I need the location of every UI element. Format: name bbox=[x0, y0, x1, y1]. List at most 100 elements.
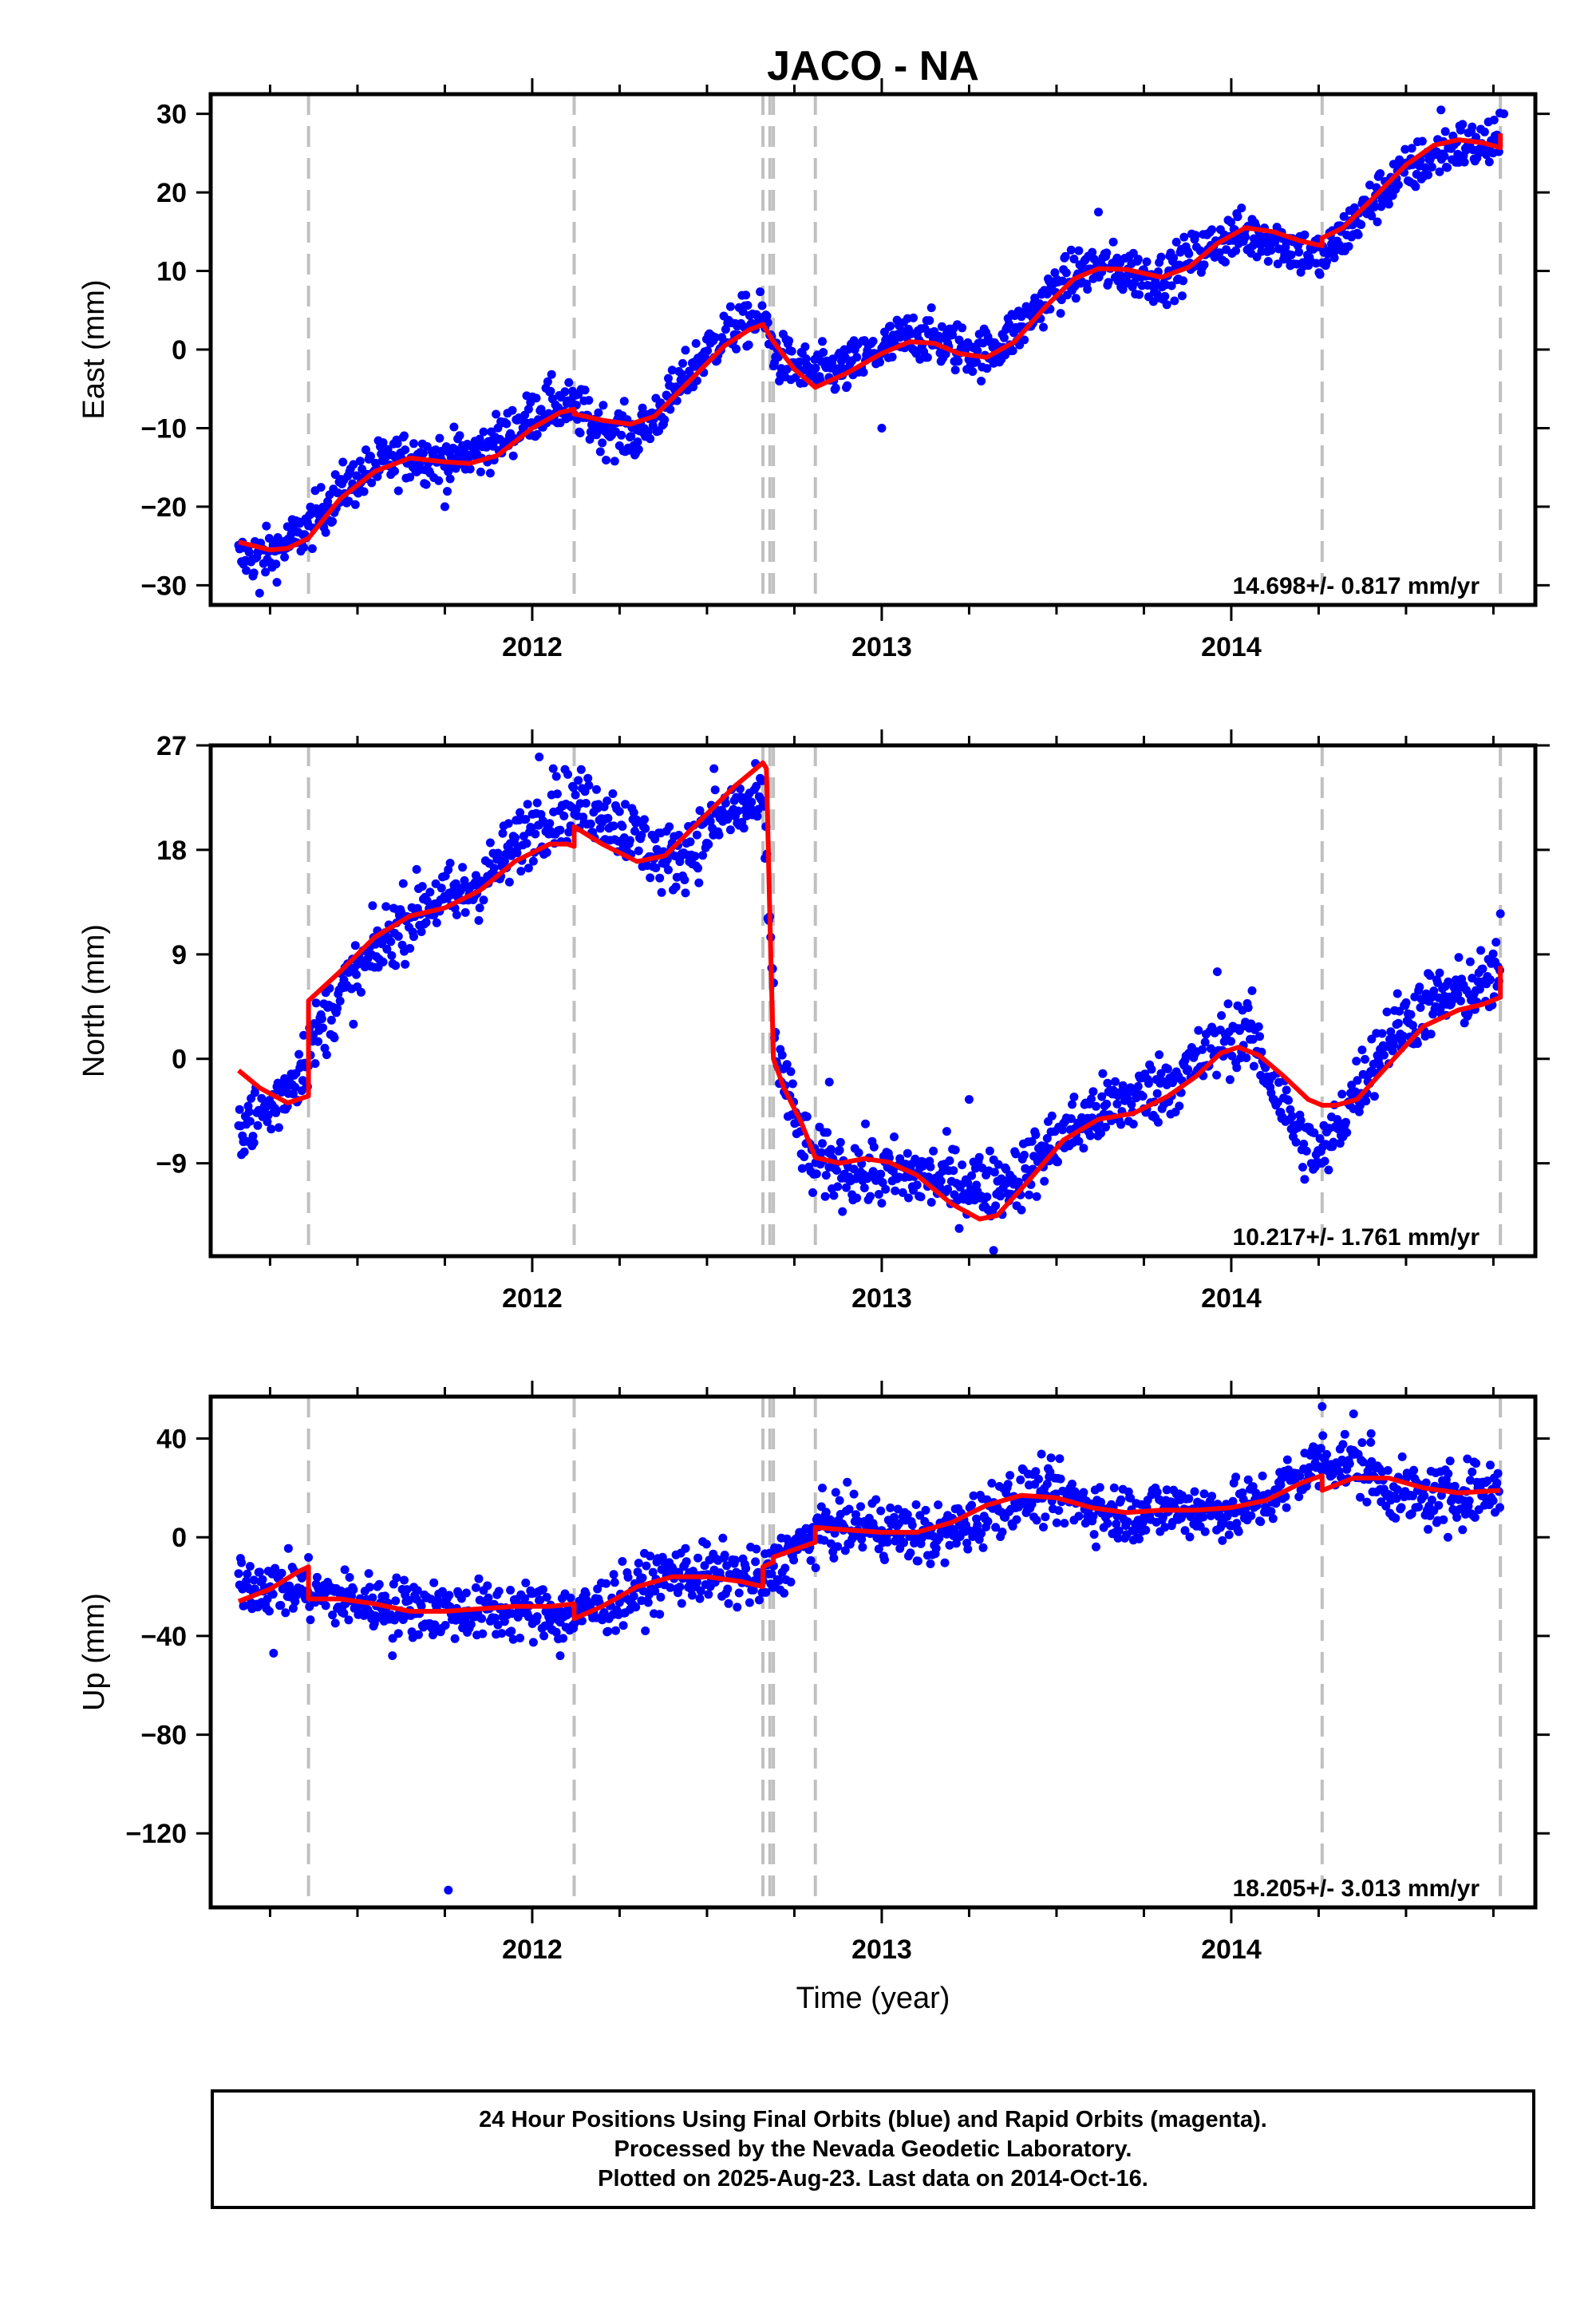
outlier-point bbox=[388, 1651, 397, 1661]
data-point bbox=[355, 456, 365, 466]
data-point bbox=[1032, 1192, 1041, 1201]
data-point bbox=[788, 1079, 797, 1089]
data-point bbox=[950, 1527, 959, 1536]
data-point bbox=[1379, 1050, 1389, 1060]
data-point bbox=[1453, 990, 1463, 999]
data-point bbox=[1060, 1519, 1069, 1528]
data-point bbox=[1088, 247, 1097, 257]
data-point bbox=[414, 1630, 423, 1639]
data-point bbox=[1495, 1503, 1504, 1512]
data-point bbox=[821, 1171, 831, 1180]
data-point bbox=[1020, 335, 1029, 345]
data-point bbox=[1254, 1022, 1263, 1031]
data-point bbox=[1141, 1525, 1151, 1535]
data-point bbox=[998, 1528, 1007, 1537]
data-point bbox=[1247, 986, 1257, 995]
data-point bbox=[271, 559, 281, 569]
x-tick-label: 2014 bbox=[1201, 1935, 1262, 1965]
data-point bbox=[698, 851, 708, 860]
rate-text: 10.217+/- 1.761 mm/yr bbox=[1233, 1224, 1480, 1251]
data-point bbox=[722, 1561, 732, 1571]
data-point bbox=[1472, 1459, 1481, 1468]
data-point bbox=[452, 910, 461, 919]
data-point bbox=[1365, 180, 1374, 190]
data-point bbox=[982, 364, 992, 373]
data-point bbox=[921, 1505, 930, 1515]
data-point bbox=[1435, 968, 1444, 978]
data-point bbox=[721, 798, 730, 808]
data-point bbox=[563, 769, 573, 779]
data-point bbox=[1199, 260, 1209, 270]
data-point bbox=[1057, 295, 1066, 305]
data-point bbox=[895, 1154, 905, 1164]
data-point bbox=[594, 408, 603, 417]
data-point bbox=[666, 1583, 675, 1592]
data-point bbox=[460, 875, 469, 885]
data-point bbox=[1004, 319, 1013, 329]
data-point bbox=[629, 808, 638, 817]
data-point bbox=[875, 358, 884, 367]
data-point bbox=[1103, 1078, 1112, 1088]
data-point bbox=[400, 1575, 409, 1585]
data-point bbox=[954, 357, 963, 366]
data-point bbox=[1274, 244, 1283, 254]
data-point bbox=[1104, 278, 1113, 287]
data-point bbox=[891, 1536, 900, 1546]
data-point bbox=[437, 883, 446, 893]
data-point bbox=[626, 836, 634, 845]
y-tick-label: −120 bbox=[125, 1819, 187, 1849]
data-point bbox=[903, 1148, 912, 1158]
data-point bbox=[290, 1082, 300, 1092]
data-point bbox=[543, 377, 552, 386]
data-point bbox=[405, 1595, 413, 1605]
chart-title: JACO - NA bbox=[767, 43, 979, 89]
y-tick-label: 10 bbox=[156, 257, 187, 287]
data-point bbox=[479, 895, 488, 905]
data-point bbox=[1184, 249, 1194, 259]
data-point bbox=[1042, 1480, 1052, 1488]
data-point bbox=[610, 1578, 619, 1587]
data-point bbox=[378, 438, 388, 448]
data-point bbox=[617, 430, 626, 440]
data-point bbox=[675, 1583, 685, 1591]
data-point bbox=[826, 1539, 836, 1548]
data-point bbox=[741, 290, 751, 300]
data-point bbox=[657, 887, 666, 897]
data-point bbox=[977, 377, 986, 385]
data-point bbox=[1123, 1517, 1132, 1527]
data-point bbox=[638, 1573, 647, 1583]
data-point bbox=[843, 1477, 852, 1487]
data-point bbox=[350, 941, 360, 951]
data-point bbox=[1392, 1494, 1401, 1504]
data-point bbox=[434, 476, 444, 485]
data-point bbox=[618, 822, 627, 831]
data-point bbox=[508, 1634, 518, 1644]
data-point bbox=[1458, 1525, 1468, 1535]
data-point bbox=[598, 401, 608, 410]
data-point bbox=[1031, 1130, 1041, 1140]
y-tick-label: 30 bbox=[156, 100, 187, 130]
data-point bbox=[239, 1147, 249, 1156]
data-point bbox=[1054, 1506, 1064, 1516]
data-point bbox=[1376, 169, 1385, 178]
data-point bbox=[400, 431, 409, 441]
data-point bbox=[1212, 1070, 1222, 1080]
data-point bbox=[365, 1583, 374, 1592]
data-point bbox=[950, 1145, 960, 1155]
data-point bbox=[545, 819, 555, 828]
data-point bbox=[1248, 1034, 1258, 1044]
data-point bbox=[511, 833, 520, 843]
data-point bbox=[646, 434, 655, 444]
data-point bbox=[1383, 1466, 1393, 1475]
data-point bbox=[1386, 1027, 1396, 1037]
x-tick-label: 2014 bbox=[1201, 632, 1262, 662]
data-point bbox=[507, 1626, 516, 1636]
data-point bbox=[349, 460, 358, 469]
data-point bbox=[455, 431, 464, 441]
data-point bbox=[595, 447, 605, 456]
data-point bbox=[1199, 1512, 1208, 1522]
outlier-point bbox=[824, 1077, 834, 1087]
data-point bbox=[547, 370, 556, 379]
data-point bbox=[1025, 1190, 1033, 1199]
